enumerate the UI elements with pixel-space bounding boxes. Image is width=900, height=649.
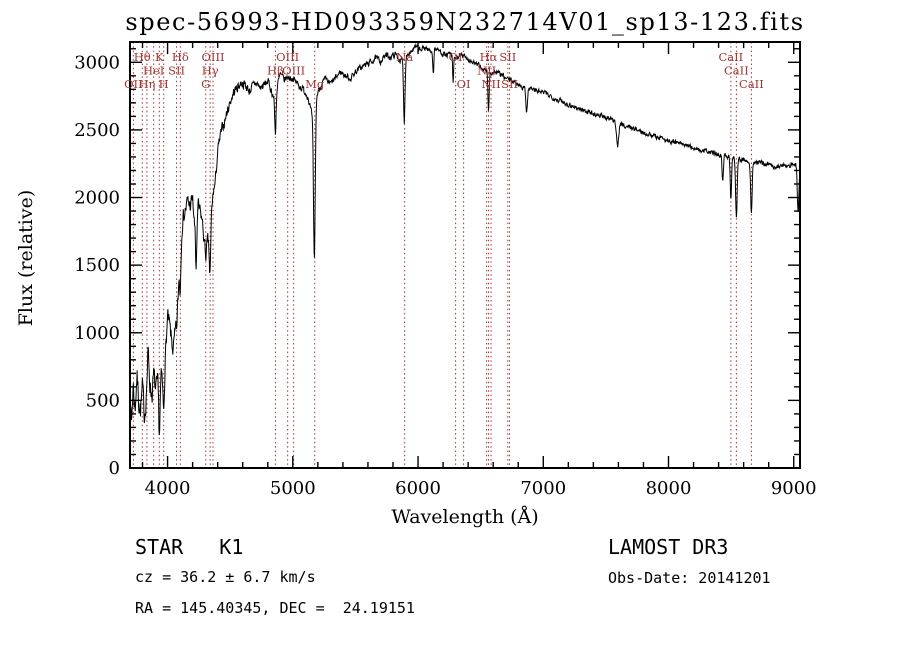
spectral-line-label-OIII: OIII [282,64,305,78]
plot-frame [129,41,801,469]
spectral-line-label-CaII: CaII [739,77,764,91]
spectral-line-label-NII: NII [477,64,496,78]
spectrum-trace [129,42,801,436]
y-tick-label: 2000 [74,188,120,209]
spectral-line-label-K: K [155,50,164,64]
y-tick-label: 1000 [74,323,120,344]
spectral-line-label-G: G [201,77,210,91]
x-tick-label: 9000 [771,478,817,499]
spectral-line-label-Hη: Hη [138,77,155,91]
x-tick-label: 7000 [520,478,566,499]
spectral-line-label-HeI: HeI [143,64,164,78]
spectral-line-label-CaII: CaII [718,50,743,64]
spectral-line-label-NII: NII [481,77,500,91]
spectral-line-label-SII: SII [501,77,518,91]
spectral-line-label-H: H [159,77,169,91]
obs-date: Obs-Date: 20141201 [608,569,771,587]
y-tick-label: 0 [109,458,120,479]
y-tick-label: 2500 [74,120,120,141]
plot-title: spec-56993-HD093359N232714V01_sp13-123.f… [125,8,805,36]
x-tick-label: 6000 [395,478,441,499]
spectral-line-label-OI: OI [457,77,471,91]
spectral-line-label-OIII: OIII [201,50,224,64]
spectral-line-label-OI: OI [449,50,463,64]
spectral-line-label-Hθ: Hθ [134,50,151,64]
y-tick-label: 3000 [74,52,120,73]
spectral-line-label-OII: OII [124,77,143,91]
x-tick-label: 4000 [145,478,191,499]
x-tick-label: 8000 [646,478,692,499]
spectral-line-label-Na: Na [396,50,413,64]
x-axis-label: Wavelength (Å) [391,506,539,528]
x-tick-label: 5000 [270,478,316,499]
spectral-line-label-Hδ: Hδ [172,50,189,64]
cz-value: cz = 36.2 ± 6.7 km/s [135,568,316,586]
survey-label: LAMOST DR3 [608,535,729,559]
spectral-line-label-OIII: OIII [276,50,299,64]
y-tick-label: 500 [86,390,120,411]
ra-dec: RA = 145.40345, DEC = 24.19151 [135,599,415,617]
spectral-line-label-SII: SII [168,64,185,78]
spectral-line-label-Hα: Hα [480,50,498,64]
y-tick-label: 1500 [74,255,120,276]
spectral-line-label-Mg: Mg [305,77,325,91]
spectral-line-label-Hγ: Hγ [202,64,219,78]
spectral-line-label-Hβ: Hβ [267,64,284,78]
spectral-line-label-SII: SII [499,50,516,64]
object-class-label: STAR K1 [135,535,244,559]
spectral-line-label-CaII: CaII [724,64,749,78]
